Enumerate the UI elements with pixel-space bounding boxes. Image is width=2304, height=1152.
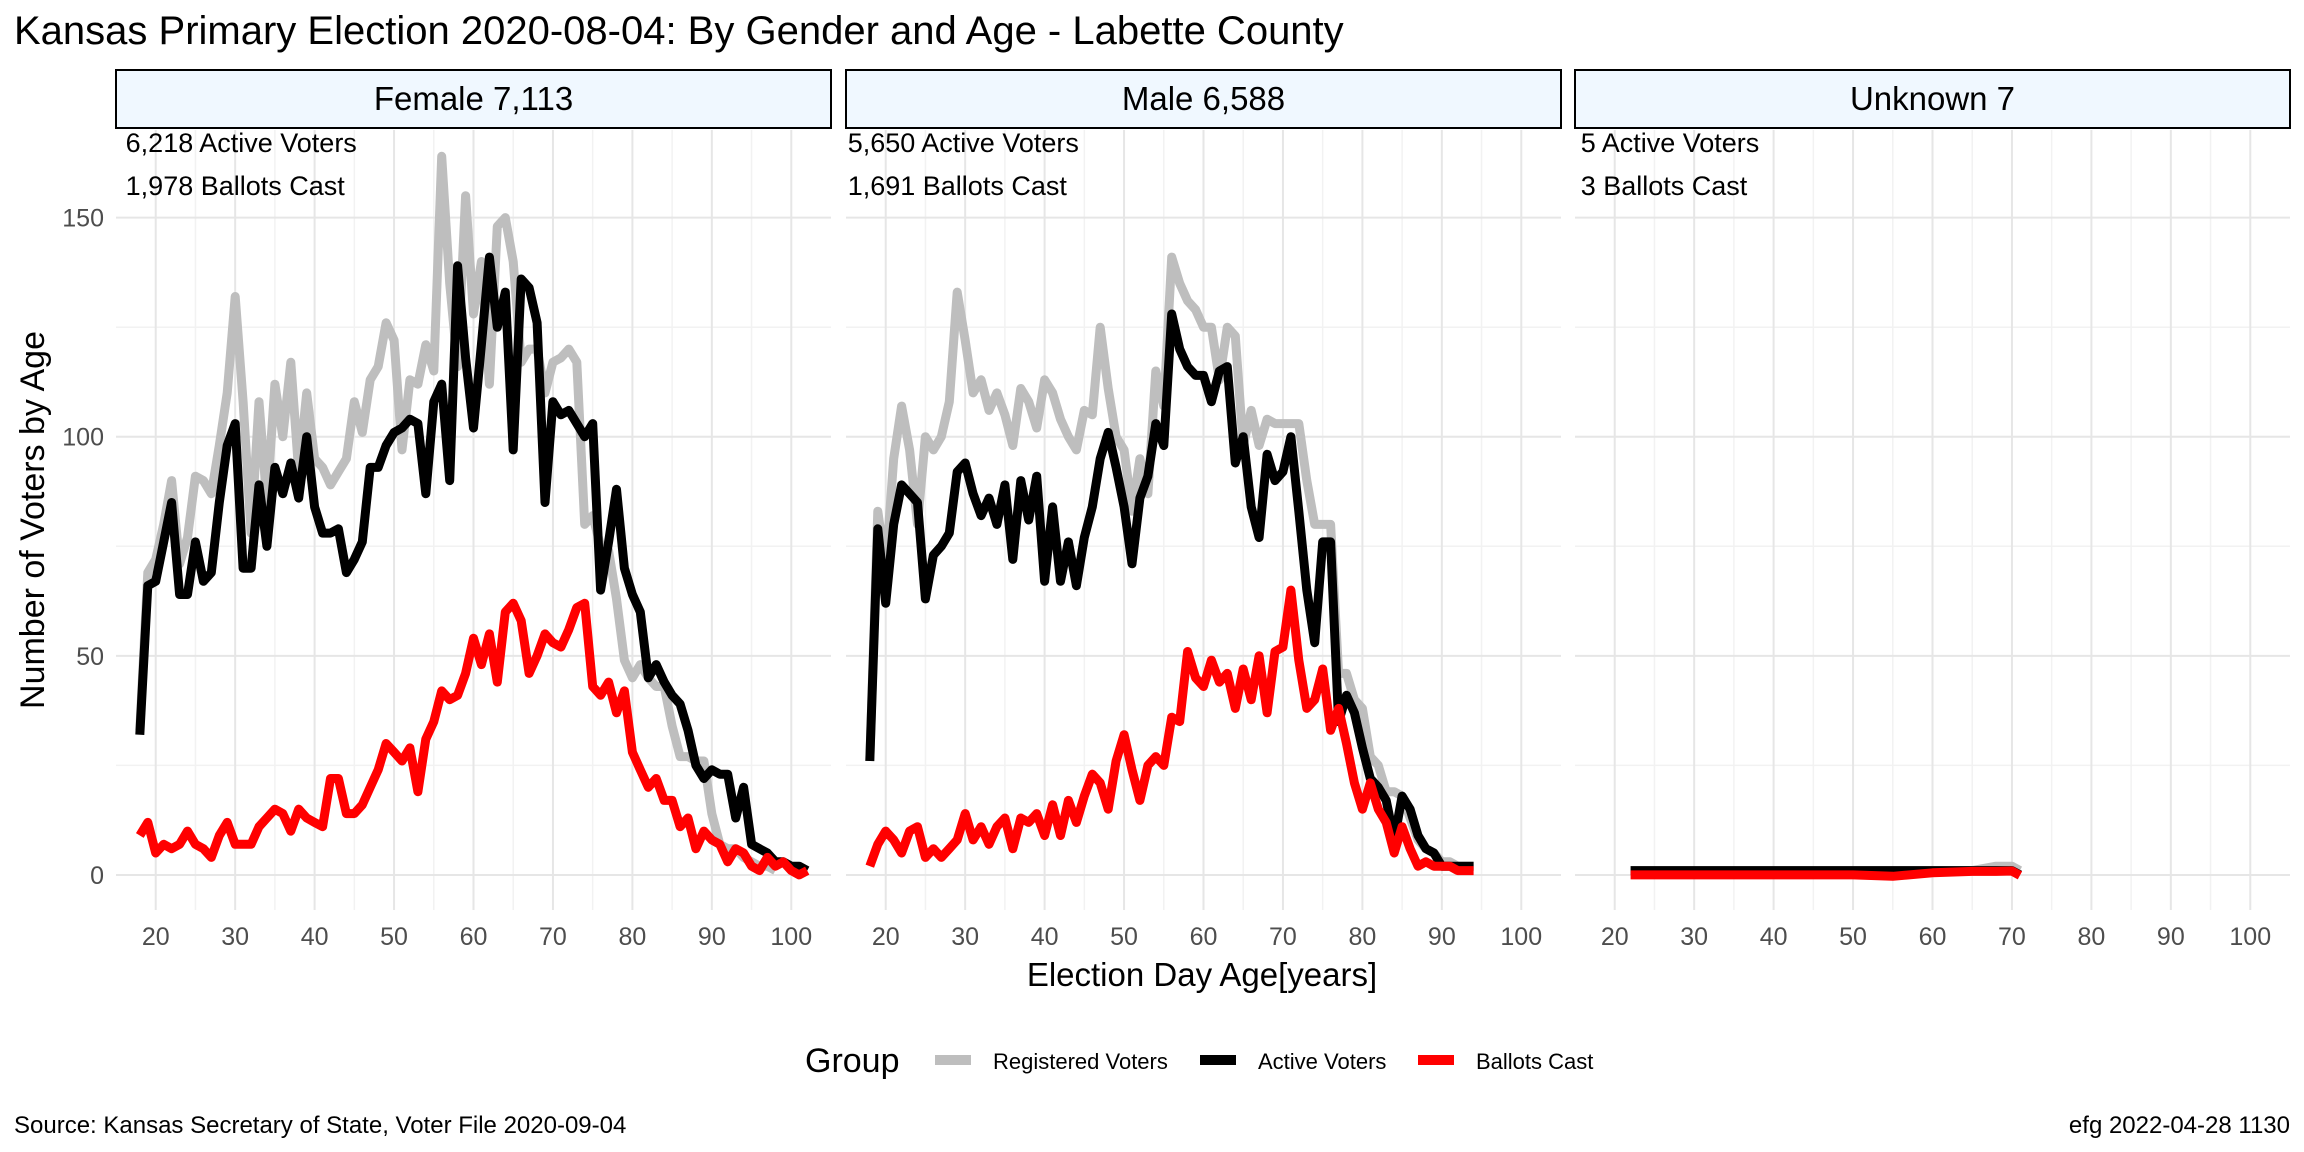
legend-label: Active Voters	[1258, 1049, 1386, 1074]
facet-panel-0: Female 7,113 6,218 Active Voters 1,978 Bal…	[115, 69, 832, 951]
active-voters-annotation: 5 Active Voters	[1581, 128, 1760, 158]
x-tick-label: 60	[460, 923, 488, 951]
x-tick-label: 30	[221, 923, 249, 951]
x-tick-label: 50	[1110, 923, 1138, 951]
x-tick-label: 70	[539, 923, 567, 951]
x-tick-label: 100	[1500, 923, 1542, 951]
x-axis-label: Election Day Age[years]	[1027, 956, 1377, 993]
x-tick-label: 50	[1839, 923, 1867, 951]
x-tick-label: 90	[2157, 923, 2185, 951]
active-voters-annotation: 6,218 Active Voters	[126, 128, 357, 158]
x-tick-label: 80	[1348, 923, 1376, 951]
ballots-cast-annotation: 1,691 Ballots Cast	[848, 171, 1068, 201]
legend-label: Ballots Cast	[1476, 1049, 1593, 1074]
x-tick-label: 70	[1269, 923, 1297, 951]
x-tick-label: 40	[1760, 923, 1788, 951]
y-tick-label: 150	[62, 205, 104, 233]
x-tick-label: 80	[2077, 923, 2105, 951]
facet-strip-label: Unknown 7	[1850, 80, 2015, 117]
series-line-active-voters	[135, 252, 810, 875]
series-line-registered-voters	[865, 252, 1474, 871]
facet-strip	[1574, 69, 2291, 129]
x-tick-label: 100	[770, 923, 812, 951]
x-tick-label: 30	[1680, 923, 1708, 951]
x-tick-label: 90	[1428, 923, 1456, 951]
legend-items: Registered Voters Active Voters Ballots Ca…	[935, 1049, 1593, 1074]
credit-note: efg 2022-04-28 1130	[2069, 1112, 2290, 1139]
facet-panel-1: Male 6,588 5,650 Active Voters 1,691 Ballo…	[845, 69, 1562, 951]
legend-label: Registered Voters	[993, 1049, 1168, 1074]
facet-strip	[845, 69, 1562, 129]
y-axis-label: Number of Voters by Age	[14, 331, 52, 709]
facet-strip	[115, 69, 832, 129]
x-tick-label: 20	[872, 923, 900, 951]
x-tick-label: 20	[142, 923, 170, 951]
x-tick-label: 70	[1998, 923, 2026, 951]
ballots-cast-annotation: 1,978 Ballots Cast	[126, 171, 346, 201]
facet-panel-2: Unknown 7 5 Active Voters 3 Ballots Cast 20…	[1574, 69, 2291, 951]
series-line-ballots-cast	[1630, 866, 2023, 881]
legend: Group Registered Voters Active Voters Ball…	[805, 1042, 1593, 1080]
legend-title: Group	[805, 1042, 900, 1080]
facet-panels: Female 7,113 6,218 Active Voters 1,978 Bal…	[62, 69, 2291, 951]
x-tick-label: 40	[301, 923, 329, 951]
x-tick-label: 50	[380, 923, 408, 951]
x-tick-label: 40	[1031, 923, 1059, 951]
y-tick-label: 100	[62, 424, 104, 452]
series-line-ballots-cast	[865, 585, 1474, 876]
active-voters-annotation: 5,650 Active Voters	[848, 128, 1079, 158]
x-tick-label: 90	[698, 923, 726, 951]
x-tick-label: 80	[618, 923, 646, 951]
y-axis-label-group: Number of Voters by Age	[14, 331, 52, 709]
x-tick-label: 20	[1601, 923, 1629, 951]
chart-title: Kansas Primary Election 2020-08-04: By G…	[14, 9, 1344, 53]
x-tick-label: 100	[2229, 923, 2271, 951]
x-tick-label: 60	[1919, 923, 1947, 951]
source-note: Source: Kansas Secretary of State, Voter…	[14, 1112, 626, 1139]
facet-strip-label: Female 7,113	[374, 80, 573, 117]
ballots-cast-annotation: 3 Ballots Cast	[1581, 171, 1748, 201]
facet-strip-label: Male 6,588	[1122, 80, 1285, 117]
x-tick-label: 60	[1190, 923, 1218, 951]
x-tick-label: 30	[951, 923, 979, 951]
series-line-ballots-cast	[135, 598, 810, 880]
y-tick-label: 50	[76, 643, 104, 671]
y-tick-label: 0	[90, 862, 104, 890]
